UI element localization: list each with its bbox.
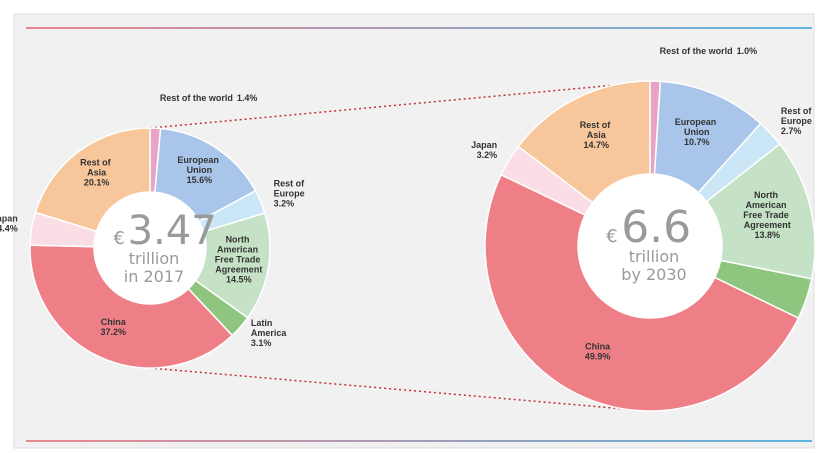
slice-label: Japan [471, 140, 497, 150]
slice-label: Rest of Asia [580, 120, 613, 140]
slice-label: North American Free Trade Agreement [215, 235, 263, 275]
hole [578, 174, 722, 318]
value-label: 3.2% [274, 198, 295, 208]
total-year: by 2030 [621, 265, 686, 284]
slice-label: Rest of Asia [80, 158, 113, 178]
value-label: 13.8% [754, 230, 780, 240]
slice-label: Rest of the world [660, 46, 733, 56]
value-label: 1.0% [737, 46, 758, 56]
total-year: in 2017 [124, 267, 184, 286]
value-label: 14.5% [226, 275, 252, 285]
value-label: 20.1% [84, 178, 110, 188]
slice-label: China [585, 342, 611, 352]
slice-label: European Union [177, 155, 221, 175]
value-label: 2.7% [781, 126, 802, 136]
total-amount: 3.47 [128, 208, 217, 254]
value-label: 10.7% [684, 137, 710, 147]
slice-label: Latin America [251, 318, 288, 338]
value-label: 49.9% [585, 352, 611, 362]
total-unit: trillion [129, 249, 180, 268]
total-amount: 6.6 [621, 202, 691, 253]
value-label: 3.1% [251, 338, 272, 348]
value-label: 1.4% [237, 93, 258, 103]
slice-label: Japan [0, 213, 18, 223]
slice-label: Rest of Europe [781, 106, 814, 126]
top-rule [26, 27, 812, 29]
total-unit: trillion [629, 247, 680, 266]
slice-label: China [101, 317, 127, 327]
value-label: 4.4% [0, 223, 18, 233]
connector [149, 81, 649, 129]
slice-label: Rest of Europe [274, 178, 307, 198]
hole [94, 192, 206, 304]
bottom-rule [26, 440, 812, 442]
currency: € [113, 228, 124, 249]
value-label: 3.2% [477, 150, 498, 160]
slice-label: Rest of the world [160, 93, 233, 103]
value-label: 14.7% [584, 140, 610, 150]
slice-label: European Union [675, 117, 719, 137]
value-label: 15.6% [187, 175, 213, 185]
currency: € [606, 226, 617, 247]
connector [149, 367, 649, 412]
slice-label: North American Free Trade Agreement [743, 190, 791, 230]
value-label: 37.2% [101, 327, 127, 337]
